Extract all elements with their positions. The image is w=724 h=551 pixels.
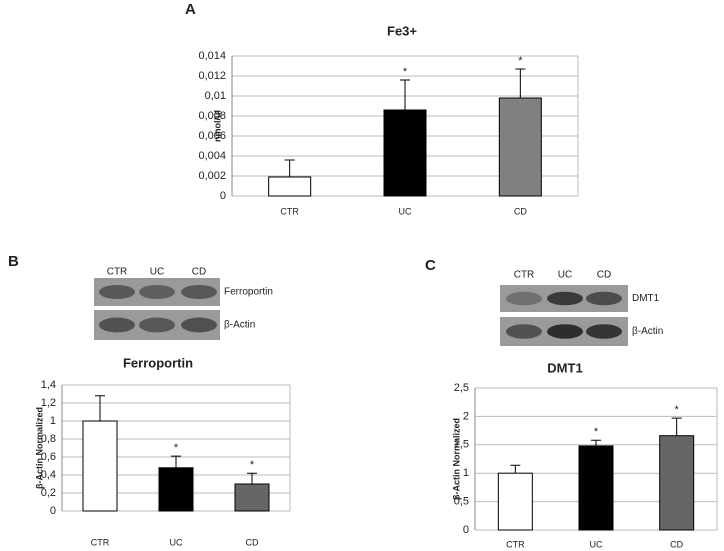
blot-band	[506, 324, 542, 339]
blot-band	[181, 317, 217, 333]
y-tick-label: 0,014	[198, 50, 226, 62]
y-axis-label: nmol/ul	[212, 110, 222, 142]
error-bar	[515, 68, 526, 98]
y-tick-label: 0,006	[198, 130, 226, 142]
blot-band-label: DMT1	[632, 293, 660, 304]
error-bar	[284, 159, 295, 177]
blot-band	[181, 285, 217, 299]
bar	[268, 176, 312, 197]
panel-label: A	[185, 1, 196, 18]
y-tick-label: 0,012	[198, 70, 226, 82]
bar	[498, 97, 542, 197]
y-tick-label: 2,5	[454, 382, 469, 394]
blot-band	[139, 317, 175, 333]
blot-lane-label: UC	[150, 267, 164, 278]
bar	[578, 445, 614, 531]
y-tick-label: 0	[50, 505, 56, 517]
error-bar	[95, 395, 105, 421]
blot-band	[547, 291, 583, 306]
blot-band	[547, 324, 583, 339]
blot-lane-label: UC	[558, 270, 572, 281]
bar	[158, 467, 194, 512]
significance-mark: *	[594, 426, 599, 438]
bar	[234, 483, 270, 512]
significance-mark: *	[675, 404, 680, 416]
y-tick-label: 0	[220, 190, 226, 202]
blot-lane-label: CD	[597, 270, 611, 281]
x-tick-label: CTR	[506, 539, 525, 549]
y-axis-label: β-Actin Normalized	[34, 407, 44, 489]
blot-lane-label: CTR	[514, 270, 535, 281]
y-tick-label: 0,6	[41, 451, 56, 463]
y-tick-label: 0,004	[198, 150, 226, 162]
significance-mark: *	[403, 66, 408, 78]
panel-label: B	[8, 253, 19, 270]
bar	[383, 109, 427, 197]
blot-band	[506, 291, 542, 306]
y-tick-label: 1,2	[41, 397, 56, 409]
y-tick-label: 1	[463, 467, 469, 479]
blot-lane-label: CTR	[107, 267, 128, 278]
x-tick-label: UC	[399, 206, 412, 216]
blot-band	[99, 285, 135, 299]
bar	[82, 420, 118, 512]
y-tick-label: 0,002	[198, 170, 226, 182]
x-tick-label: CTR	[91, 537, 110, 547]
error-bar	[171, 455, 181, 468]
x-tick-label: CD	[514, 206, 527, 216]
x-tick-label: CD	[670, 539, 683, 549]
y-tick-label: 0,4	[41, 469, 56, 481]
chart-title: DMT1	[547, 360, 582, 375]
panel-label: C	[425, 257, 436, 274]
y-tick-label: 1	[50, 415, 56, 427]
y-tick-label: 0,5	[454, 496, 469, 508]
y-tick-label: 1,4	[41, 379, 56, 391]
y-tick-label: 0,2	[41, 487, 56, 499]
error-bar	[510, 464, 521, 474]
blot-band	[99, 317, 135, 333]
y-tick-label: 0,01	[205, 90, 226, 102]
error-bar	[671, 417, 682, 436]
bar	[497, 472, 533, 531]
y-tick-label: 0,8	[41, 433, 56, 445]
blot-band	[586, 291, 622, 306]
x-tick-label: CD	[246, 537, 259, 547]
significance-mark: *	[518, 55, 523, 67]
chart-title: Fe3+	[387, 23, 417, 38]
blot-band-label: Ferroportin	[224, 287, 273, 298]
error-bar	[247, 472, 257, 484]
error-bar	[400, 79, 410, 110]
blot-band	[586, 324, 622, 339]
x-tick-label: UC	[590, 539, 603, 549]
blot-band-label: β-Actin	[224, 320, 255, 331]
significance-mark: *	[250, 459, 255, 471]
y-tick-label: 1,5	[454, 439, 469, 451]
blot-band	[139, 285, 175, 299]
chart-title: Ferroportin	[123, 355, 193, 370]
blot-band-label: β-Actin	[632, 326, 663, 337]
x-tick-label: CTR	[280, 206, 299, 216]
y-axis-label: β-Actin Normalized	[451, 418, 461, 500]
significance-mark: *	[174, 442, 179, 454]
y-tick-label: 0	[463, 524, 469, 536]
bar	[659, 435, 695, 531]
x-tick-label: UC	[170, 537, 183, 547]
y-tick-label: 2	[463, 410, 469, 422]
error-bar	[591, 439, 601, 446]
y-tick-label: 0,008	[198, 110, 226, 122]
blot-lane-label: CD	[192, 267, 206, 278]
